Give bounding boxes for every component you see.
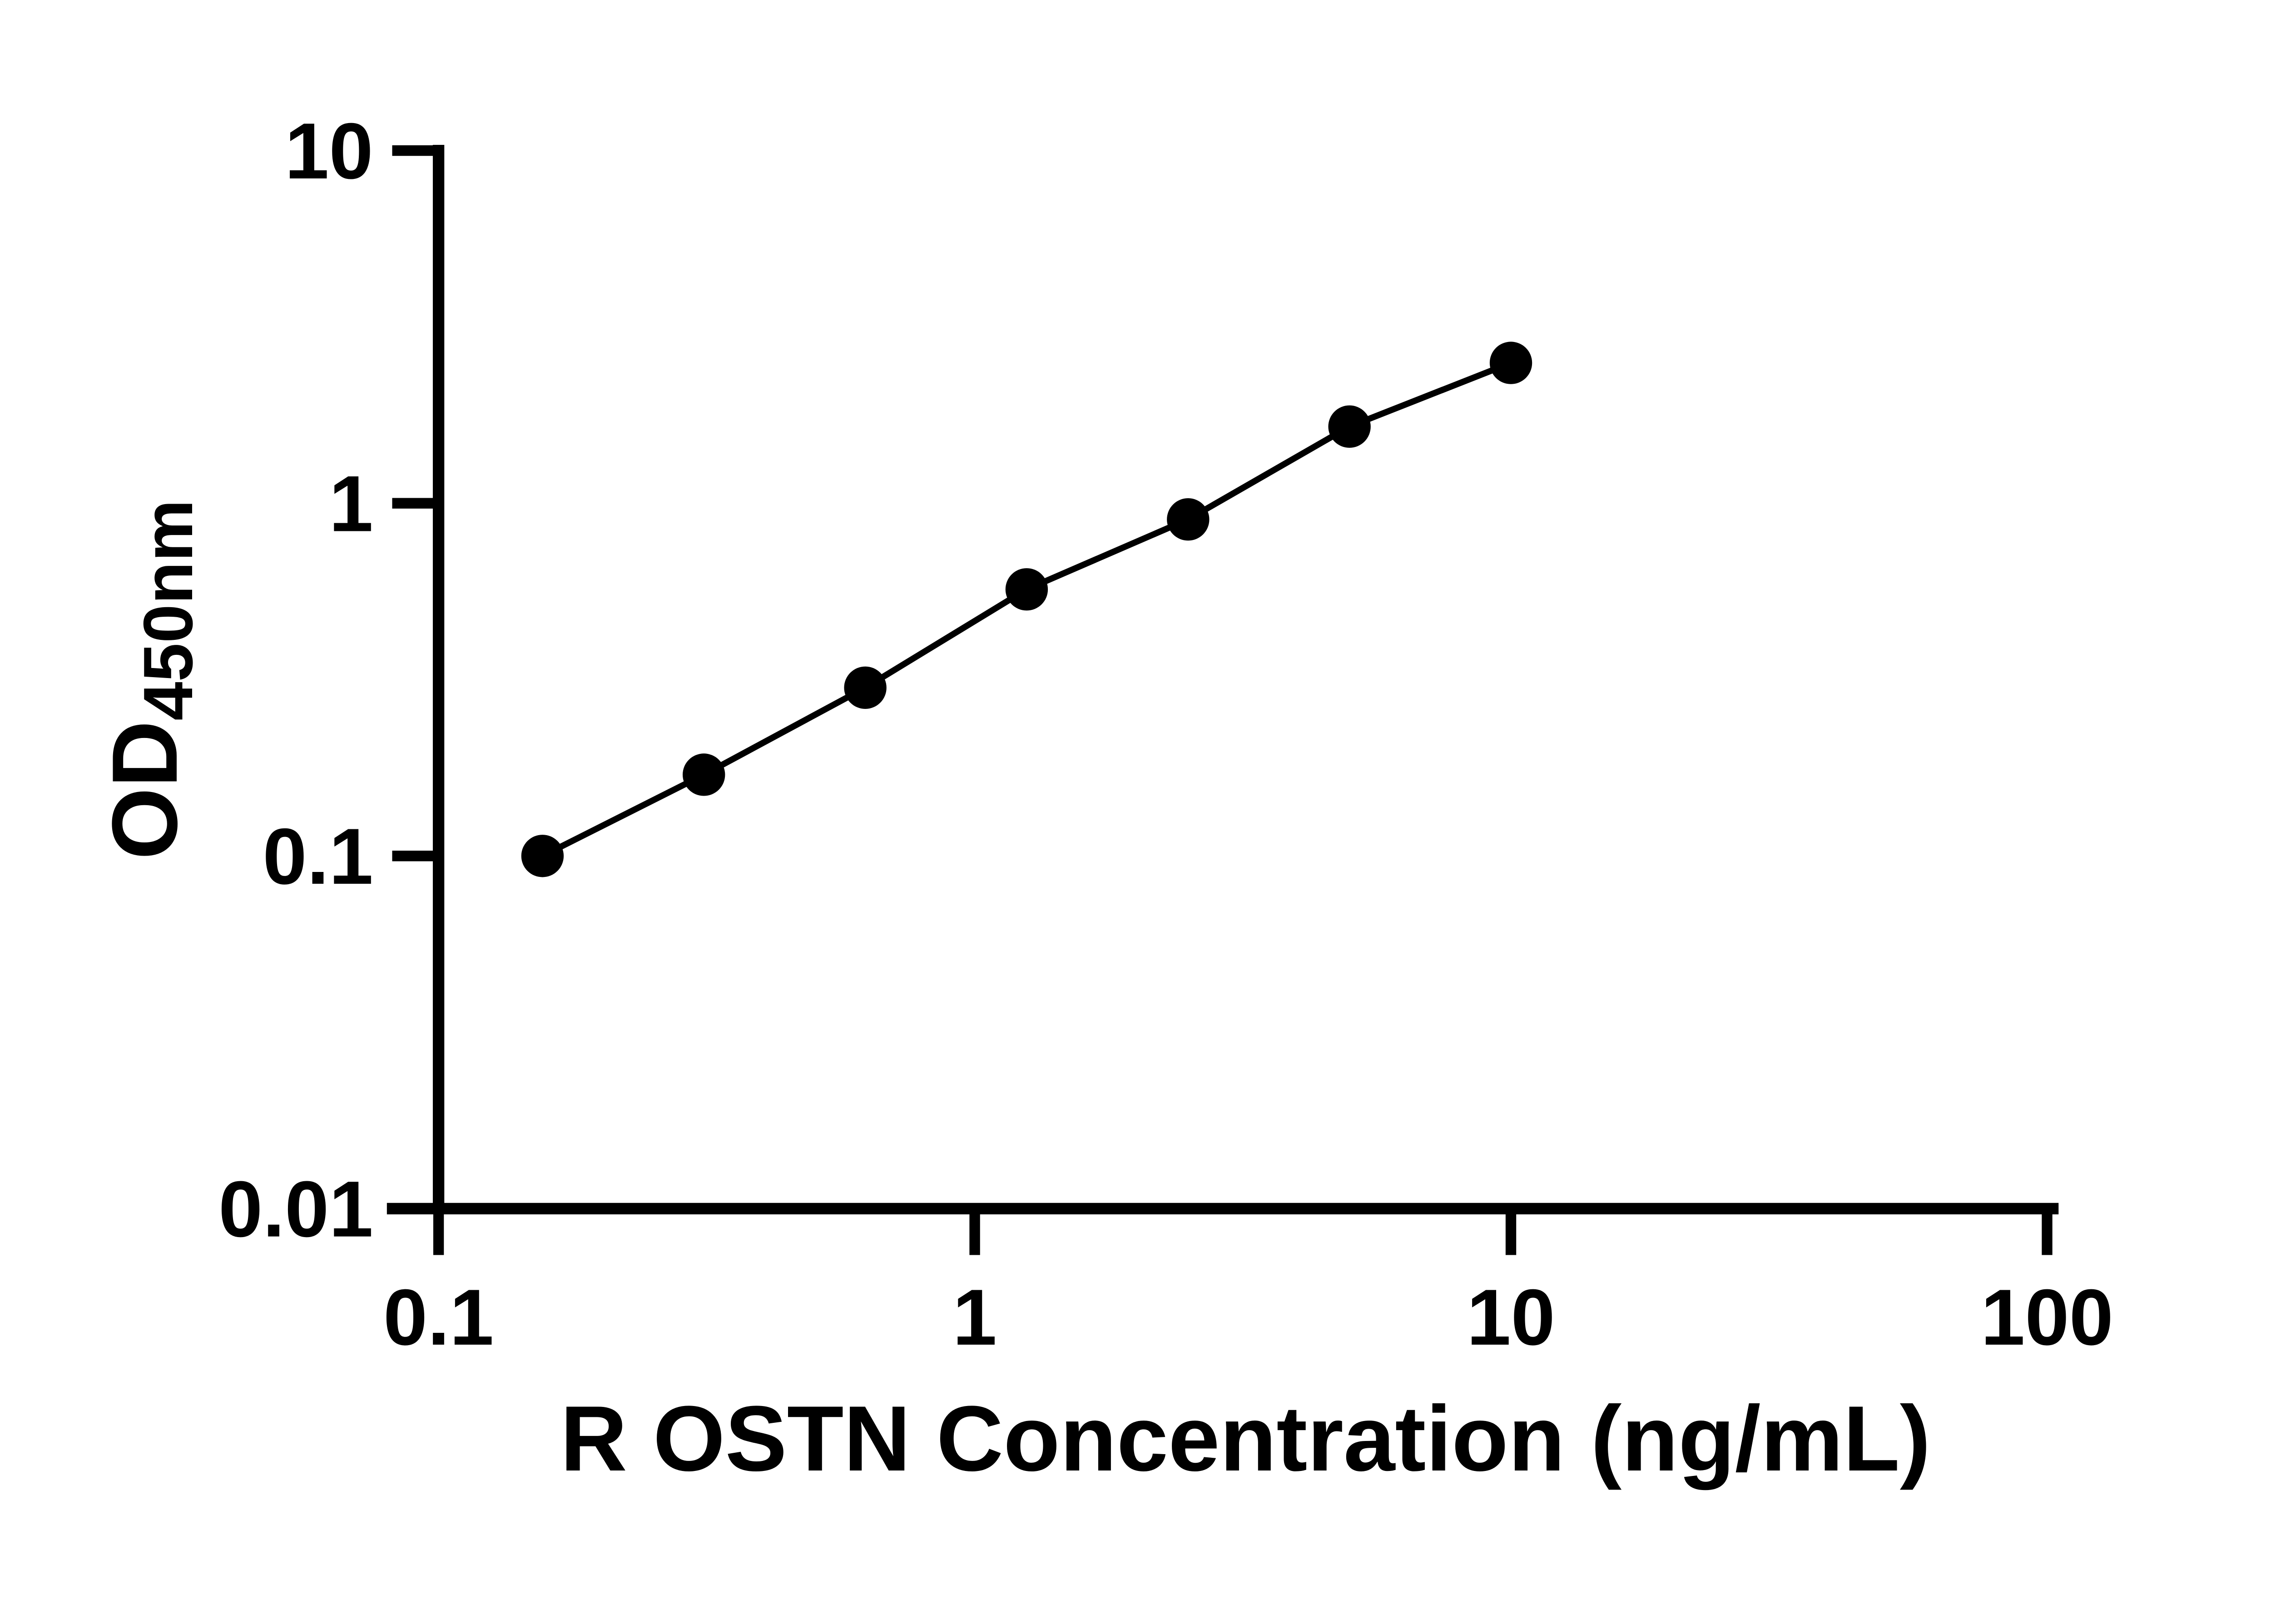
y-tick-label: 1: [329, 460, 373, 548]
x-axis-tick-labels: 0.1 1 10 100: [383, 1273, 2113, 1362]
axes: [387, 144, 2059, 1215]
plot-area: [521, 342, 1532, 877]
data-point: [844, 666, 887, 709]
data-point: [683, 753, 725, 796]
data-point: [1489, 342, 1532, 384]
x-tick-label: 0.1: [383, 1273, 494, 1362]
y-tick-label: 0.01: [218, 1165, 373, 1254]
data-point: [1005, 568, 1048, 611]
y-axis-ticks: [392, 145, 439, 1214]
y-tick-label: 0.1: [263, 812, 373, 901]
x-tick-label: 100: [1981, 1273, 2113, 1362]
elisa-standard-curve-figure: 10 1 0.1 0.01 0.1 1 10 100 R OSTN Concentratio…: [93, 107, 2114, 1491]
data-point: [521, 835, 564, 877]
data-point: [1167, 498, 1210, 541]
y-axis-title-main: OD: [93, 721, 197, 860]
y-axis-title-subscript: 450nm: [129, 500, 207, 721]
y-tick-label: 10: [285, 107, 373, 196]
y-axis-tick-labels: 10 1 0.1 0.01: [218, 107, 373, 1254]
x-tick-label: 1: [952, 1273, 997, 1362]
x-tick-label: 10: [1467, 1273, 1555, 1362]
y-axis-title: OD450nm: [93, 500, 207, 860]
series-data-points: [521, 342, 1532, 877]
data-point: [1328, 405, 1371, 448]
x-axis-ticks: [433, 1208, 2053, 1255]
x-axis-title: R OSTN Concentration (ng/mL): [560, 1387, 1930, 1490]
